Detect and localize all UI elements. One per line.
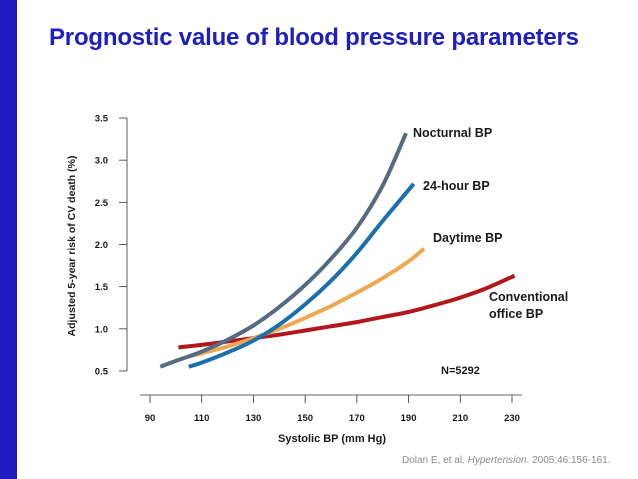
- x-axis-title: Systolic BP (mm Hg): [278, 433, 386, 445]
- y-tick-label: 3.5: [95, 114, 109, 125]
- sample-size-annotation: N=5292: [441, 365, 480, 377]
- x-tick-label: 210: [452, 413, 468, 424]
- x-tick-label: 190: [401, 413, 417, 424]
- series-lines: [159, 132, 516, 369]
- series-line-conventional-office-bp: [178, 273, 516, 350]
- x-tick-label: 150: [297, 413, 313, 424]
- y-tick-label: 3.0: [95, 156, 108, 167]
- slide-accent-bar: [0, 0, 17, 479]
- y-tick-label: 2.0: [95, 240, 108, 251]
- x-tick-label: 130: [245, 413, 261, 424]
- x-tick-label: 110: [194, 413, 209, 424]
- series-line-daytime-bp: [188, 247, 426, 359]
- y-tick-label: 1.0: [95, 324, 108, 335]
- x-tick-label: 230: [504, 413, 520, 424]
- y-axis: 0.5 1.0 1.5 2.0 2.5 3.0 3.5: [95, 114, 128, 378]
- y-tick-label: 1.5: [95, 282, 109, 293]
- citation-authors: Dolan E, et al.: [402, 455, 468, 466]
- x-tick-label: 90: [145, 413, 156, 424]
- series-label-24-hour-bp: 24-hour BP: [423, 179, 490, 193]
- slide-title: Prognostic value of blood pressure param…: [49, 24, 579, 51]
- series-label-daytime-bp: Daytime BP: [433, 231, 502, 245]
- x-tick-label: 170: [349, 413, 365, 424]
- series-label-conventional-office-bp: Conventional office BP: [489, 290, 568, 321]
- y-tick-label: 2.5: [95, 198, 109, 209]
- y-tick-label: 0.5: [95, 367, 109, 378]
- citation: Dolan E, et al. Hypertension. 2005;46:15…: [402, 455, 610, 466]
- series-label-nocturnal-bp: Nocturnal BP: [413, 126, 492, 140]
- y-axis-title: Adjusted 5-year risk of CV death (%): [66, 156, 78, 337]
- series-labels: Nocturnal BP 24-hour BP Daytime BP Conventi…: [413, 126, 568, 321]
- x-axis: 90 110 130 150 170 190 210 230: [140, 394, 522, 424]
- citation-journal: Hypertension: [467, 455, 527, 466]
- citation-details: . 2005;46:156-161.: [526, 455, 611, 466]
- series-line-nocturnal-bp: [159, 132, 408, 369]
- series-line-24-hour-bp: [188, 182, 416, 369]
